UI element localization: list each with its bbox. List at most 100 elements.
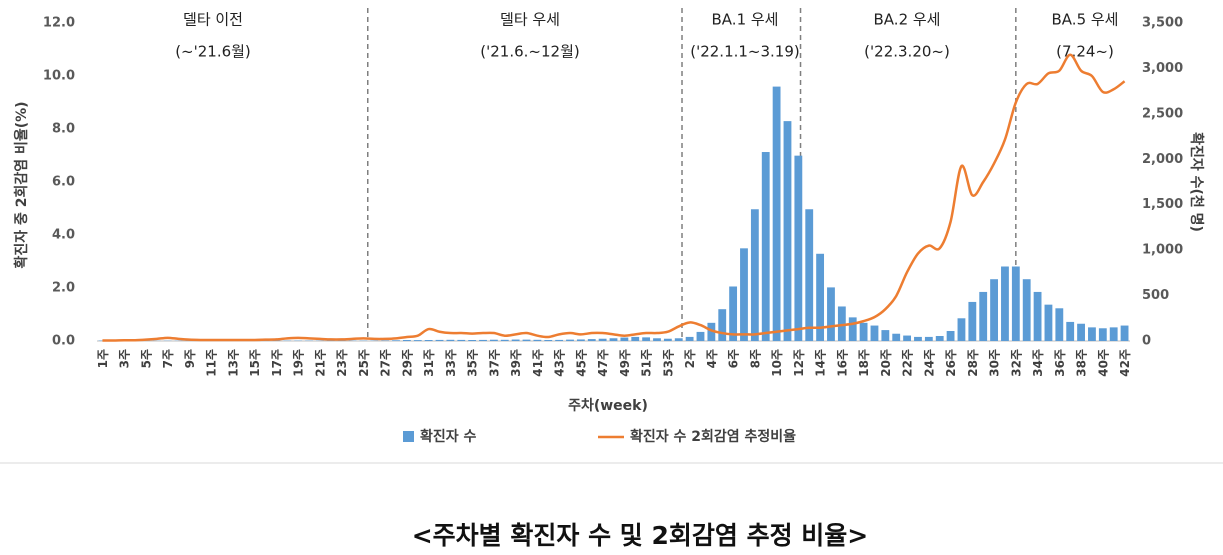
bar (620, 337, 629, 341)
bar (1022, 279, 1031, 341)
x-tick-label: 26주 (944, 349, 958, 377)
y2-tick-label: 3,500 (1142, 16, 1183, 31)
bar (827, 287, 835, 341)
x-tick-label: 47주 (596, 349, 610, 377)
x-tick-label: 27주 (379, 349, 393, 377)
x-tick-label: 14주 (814, 349, 828, 377)
x-tick-label: 3주 (118, 349, 132, 368)
x-tick-label: 17주 (270, 349, 284, 377)
x-tick-label: 16주 (835, 349, 849, 377)
y-tick-label: 0.0 (52, 334, 75, 349)
y2-tick-label: 1,500 (1142, 197, 1183, 212)
legend-swatch (403, 431, 414, 442)
bar (685, 336, 694, 341)
y-tick-label: 4.0 (52, 228, 75, 243)
bar (522, 339, 531, 341)
bar (750, 209, 759, 341)
bar (609, 338, 618, 341)
x-tick-label: 6주 (727, 349, 741, 368)
bar (598, 338, 607, 341)
x-tick-label: 21주 (313, 349, 327, 377)
bar (740, 248, 748, 341)
bar (772, 86, 781, 341)
bar (1088, 327, 1096, 341)
y-tick-label: 10.0 (43, 69, 75, 84)
bar (783, 121, 792, 341)
x-tick-label: 53주 (661, 349, 675, 377)
y-tick-label: 8.0 (52, 122, 75, 137)
period-label: BA.5 우세 (1052, 11, 1119, 29)
y2-axis-label: 확진자 수(천 명) (1188, 132, 1205, 232)
bar (446, 339, 455, 341)
period-label: 델타 우세 (500, 11, 560, 29)
bar (805, 209, 814, 341)
bar (435, 339, 444, 341)
bar (761, 152, 770, 341)
bar (1098, 328, 1107, 341)
bar (881, 330, 890, 341)
legend-label: 확진자 수 (420, 428, 477, 445)
x-tick-label: 1주 (96, 349, 110, 368)
bar (729, 286, 738, 341)
y2-tick-label: 2,000 (1142, 152, 1183, 167)
bar (892, 333, 901, 341)
x-tick-label: 15주 (248, 349, 262, 377)
x-tick-label: 18주 (857, 349, 871, 377)
y2-tick-label: 0 (1142, 334, 1151, 349)
y-tick-label: 12.0 (43, 16, 75, 31)
x-tick-label: 20주 (879, 349, 893, 377)
bar (707, 322, 716, 341)
bar (968, 301, 977, 341)
x-tick-label: 28주 (966, 349, 980, 377)
bar (457, 339, 466, 341)
x-tick-label: 25주 (357, 349, 371, 377)
period-dates: ('21.6.~12월) (480, 43, 579, 61)
y-tick-label: 2.0 (52, 281, 75, 296)
y2-tick-label: 1,000 (1142, 243, 1183, 258)
bar (533, 339, 542, 341)
x-tick-label: 35주 (466, 349, 480, 377)
bar (924, 336, 933, 341)
bar (1011, 266, 1020, 341)
bar (1077, 323, 1085, 341)
x-tick-label: 39주 (509, 349, 523, 377)
bar (674, 338, 683, 341)
x-tick-label: 38주 (1075, 349, 1089, 377)
x-tick-label: 23주 (335, 349, 349, 377)
bar (566, 339, 574, 341)
legend-label: 확진자 수 2회감염 추정비율 (630, 428, 796, 445)
x-tick-label: 37주 (487, 349, 501, 377)
x-tick-label: 24주 (922, 349, 936, 377)
x-tick-label: 40주 (1096, 349, 1110, 377)
bar (424, 340, 433, 341)
x-tick-label: 5주 (139, 349, 153, 368)
bar (511, 339, 520, 341)
x-tick-label: 41주 (531, 349, 545, 377)
x-tick-label: 33주 (444, 349, 458, 377)
bar (859, 322, 868, 341)
bar (1044, 304, 1053, 341)
x-tick-label: 45주 (574, 349, 588, 377)
bar (946, 331, 955, 341)
x-tick-label: 11주 (205, 349, 219, 377)
bar (837, 306, 846, 341)
period-label: BA.2 우세 (874, 11, 941, 29)
bar (663, 338, 672, 341)
y2-tick-label: 2,500 (1142, 106, 1183, 121)
x-tick-label: 13주 (226, 349, 240, 377)
x-tick-label: 31주 (422, 349, 436, 377)
bar (381, 340, 390, 341)
bar (718, 309, 727, 341)
line (102, 53, 1126, 342)
x-tick-label: 51주 (640, 349, 654, 377)
bar (1055, 308, 1064, 341)
x-tick-label: 29주 (400, 349, 414, 377)
bar (1033, 291, 1042, 341)
bar (990, 279, 998, 341)
bar (653, 338, 661, 341)
bar (979, 291, 988, 341)
bar (500, 339, 509, 341)
x-tick-label: 9주 (183, 349, 197, 368)
bar (402, 340, 411, 341)
